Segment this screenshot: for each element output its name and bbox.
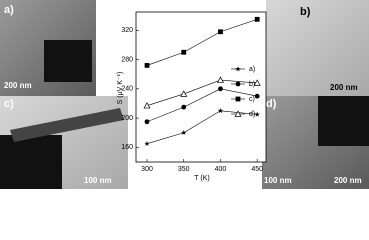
scale-label: 100 nm: [264, 176, 292, 185]
y-tick-label: 160: [121, 144, 133, 151]
data-point: [181, 49, 187, 55]
scale-label: 200 nm: [334, 176, 362, 185]
scale-label: 100 nm: [84, 176, 112, 185]
data-point: [218, 86, 223, 92]
legend-marker: [235, 66, 241, 72]
legend-marker: [235, 96, 241, 102]
data-point: [253, 79, 261, 86]
series-line: [146, 79, 258, 106]
data-point: [144, 63, 150, 68]
data-point: [144, 140, 150, 147]
legend-label: c): [249, 96, 255, 103]
legend-label: a): [249, 66, 255, 73]
chart: S (μV K⁻¹) T (K) 160 200 240 280 320 300 350 40…: [117, 11, 267, 182]
y-tick-label: 280: [121, 56, 133, 63]
data-point: [181, 104, 187, 110]
data-point: [254, 111, 260, 117]
nanowire: [10, 108, 124, 142]
y-axis-label: S (μV K⁻¹): [117, 72, 124, 105]
diffraction-inset: [0, 135, 62, 189]
data-point: [180, 90, 188, 97]
diffraction-inset: [318, 96, 369, 146]
panel-label: b): [300, 6, 311, 18]
figure: a) 200 nm c) 100 nm b) 200 nm d) 100 nm …: [0, 0, 369, 189]
x-axis-label: T (K): [194, 175, 209, 182]
panel-label: a): [4, 4, 14, 16]
legend-label: b): [249, 81, 255, 88]
image-b: [266, 0, 369, 96]
panel-label: d): [266, 98, 277, 110]
data-point: [217, 107, 224, 114]
panel-label: c): [4, 98, 14, 110]
scale-label: 200 nm: [330, 83, 358, 92]
data-point: [143, 102, 151, 109]
x-tick-label: 400: [215, 166, 227, 173]
diffraction-inset: [44, 40, 92, 82]
data-point: [254, 93, 260, 99]
series-line: [146, 19, 258, 66]
x-tick-label: 300: [141, 166, 153, 173]
x-tick-label: 450: [251, 166, 263, 173]
y-tick-label: 320: [121, 27, 133, 34]
legend-marker: [235, 81, 241, 87]
y-tick-label: 200: [121, 115, 133, 122]
data-point: [254, 16, 260, 22]
legend-label: d): [249, 111, 255, 118]
scale-label: 200 nm: [4, 81, 32, 90]
plot-background: [135, 11, 267, 163]
data-point: [216, 76, 224, 83]
legend-marker: [234, 110, 242, 117]
data-point: [218, 29, 223, 35]
data-point: [144, 119, 150, 125]
series-line: [146, 88, 258, 123]
x-tick-label: 350: [178, 166, 190, 173]
data-point: [181, 129, 187, 136]
y-tick-label: 240: [121, 86, 133, 93]
